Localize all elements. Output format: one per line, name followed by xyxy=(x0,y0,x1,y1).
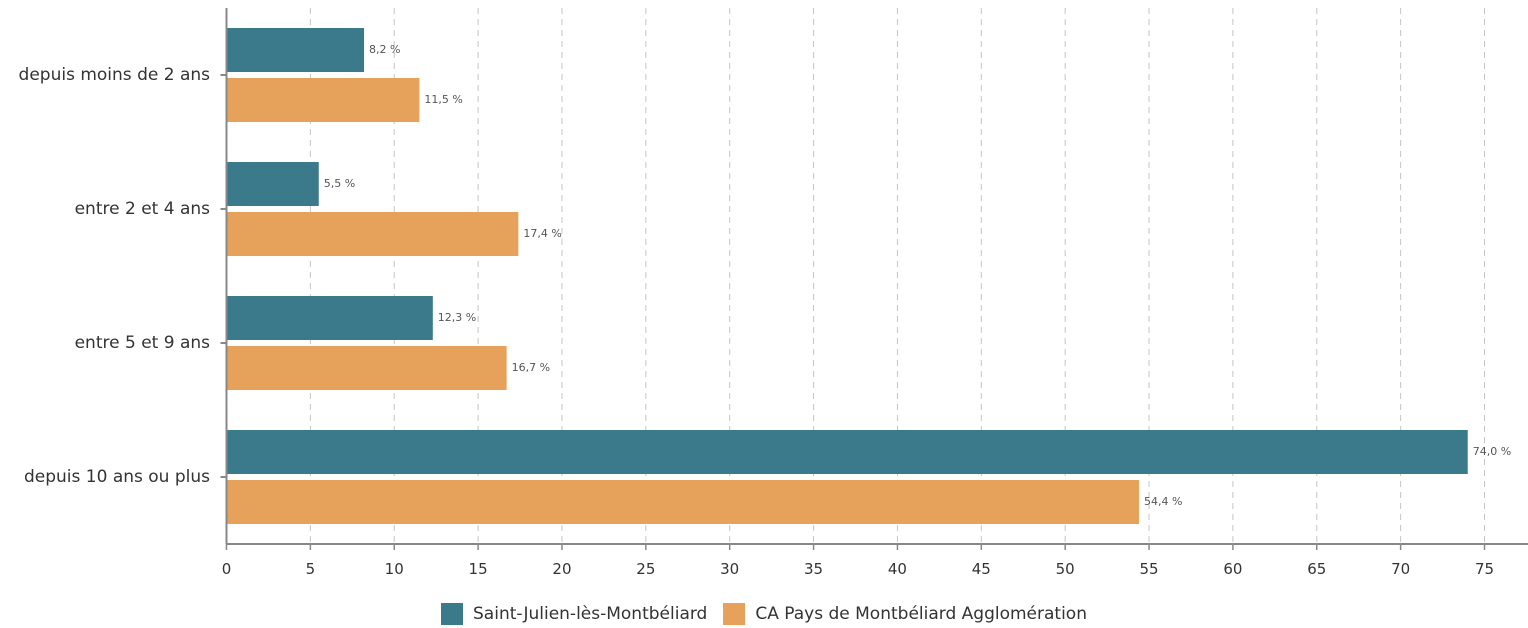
x-tick-label: 25 xyxy=(636,560,655,578)
legend: Saint-Julien-lès-Montbéliard CA Pays de … xyxy=(0,600,1528,628)
data-label: 54,4 % xyxy=(1144,495,1182,508)
data-label: 5,5 % xyxy=(324,177,355,190)
legend-item-ca-pays: CA Pays de Montbéliard Agglomération xyxy=(723,603,1087,625)
bar xyxy=(226,480,1139,524)
data-label: 17,4 % xyxy=(523,227,561,240)
bar xyxy=(226,78,420,122)
x-tick-label: 70 xyxy=(1391,560,1410,578)
x-tick-label: 0 xyxy=(222,560,232,578)
x-tick-label: 65 xyxy=(1307,560,1326,578)
bar xyxy=(226,346,507,390)
x-tick-label: 40 xyxy=(888,560,907,578)
legend-label-ca-pays: CA Pays de Montbéliard Agglomération xyxy=(755,604,1087,624)
x-tick-label: 75 xyxy=(1475,560,1494,578)
x-tick-label: 45 xyxy=(972,560,991,578)
x-tick-label: 60 xyxy=(1223,560,1242,578)
category-label: depuis 10 ans ou plus xyxy=(24,467,210,487)
x-tick-label: 5 xyxy=(306,560,316,578)
bar xyxy=(226,162,319,206)
x-tick-label: 15 xyxy=(469,560,488,578)
bar xyxy=(226,28,365,72)
data-label: 74,0 % xyxy=(1473,445,1511,458)
bar-chart: 8,2 % 11,5 % depuis moins de 2 ans 5,5 % 17,… xyxy=(19,8,1528,578)
x-tick-label: 50 xyxy=(1056,560,1075,578)
legend-item-saint-julien: Saint-Julien-lès-Montbéliard xyxy=(441,603,707,625)
x-tick-label: 30 xyxy=(720,560,739,578)
data-label: 11,5 % xyxy=(424,93,462,106)
x-tick-label: 55 xyxy=(1139,560,1158,578)
x-tick-label: 35 xyxy=(804,560,823,578)
data-label: 12,3 % xyxy=(438,311,476,324)
data-label: 8,2 % xyxy=(369,43,400,56)
data-label: 16,7 % xyxy=(512,361,550,374)
x-tick-label: 20 xyxy=(552,560,571,578)
category-label: entre 2 et 4 ans xyxy=(75,199,211,219)
category-label: entre 5 et 9 ans xyxy=(75,333,211,353)
category-label: depuis moins de 2 ans xyxy=(19,65,211,85)
bar xyxy=(226,430,1468,474)
bar xyxy=(226,212,519,256)
legend-swatch-saint-julien xyxy=(441,603,464,625)
bar xyxy=(226,296,433,340)
legend-label-saint-julien: Saint-Julien-lès-Montbéliard xyxy=(473,604,708,624)
legend-swatch-ca-pays xyxy=(723,603,746,625)
x-tick-label: 10 xyxy=(385,560,404,578)
